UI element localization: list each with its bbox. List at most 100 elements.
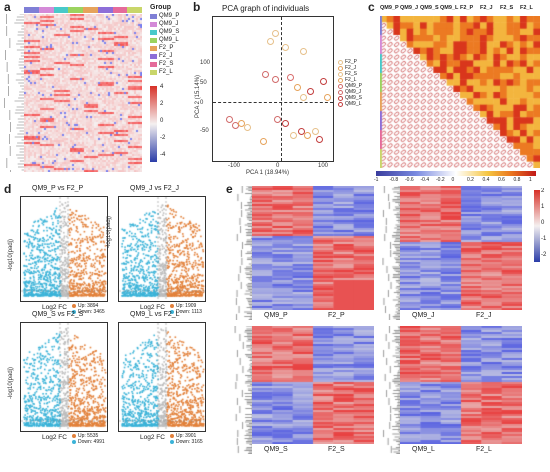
- pca-ytick: 0: [200, 100, 204, 106]
- volcano-down-marker: [170, 440, 174, 444]
- heatmap-dendrogram: [234, 186, 252, 320]
- volcano-frame: [118, 196, 206, 302]
- volcano-down-marker: [170, 310, 174, 314]
- panel-label-a: a: [4, 0, 11, 14]
- corr-colorscale: [376, 171, 536, 176]
- pca-legend-label: QM9_J: [345, 89, 362, 95]
- panel-label-c: c: [368, 0, 375, 14]
- pca-point: [312, 128, 319, 135]
- pca-xtick: -100: [228, 163, 241, 169]
- legend-label: F2_J: [159, 53, 173, 59]
- pca-point: [304, 132, 311, 139]
- pca-point: [272, 76, 279, 83]
- volcano-down-marker: [72, 440, 76, 444]
- volcano-down-marker: [72, 310, 76, 314]
- volcano-points: [21, 323, 107, 431]
- volcano-down: Down: 1113: [176, 309, 202, 315]
- deg-heatmap: [252, 326, 374, 444]
- pca-legend-marker: [338, 60, 343, 65]
- corr-col-label: F2_S: [500, 5, 514, 11]
- corr-col-label: F2_L: [520, 5, 533, 11]
- panel-e-scale-ticks: 2 1 0 -1 -2: [541, 188, 550, 266]
- corr-scale-tick: 1: [529, 177, 532, 183]
- scale-tick: 2: [160, 101, 164, 107]
- scale-tick: 1: [541, 204, 545, 210]
- pca-point: [294, 84, 301, 91]
- group-bar-segment: [53, 7, 69, 13]
- volcano-up: Up: 3901: [176, 433, 197, 439]
- panel-a-legend-title: Group: [150, 4, 171, 11]
- volcano-up-marker: [170, 434, 174, 438]
- pca-point: [282, 44, 289, 51]
- corr-matrix: [380, 16, 540, 168]
- scale-tick: -2: [160, 135, 166, 141]
- group-bar-segment: [68, 7, 83, 13]
- volcano-up: Up: 1909: [176, 303, 197, 309]
- heatmap-left-label: QM9_P: [264, 312, 288, 319]
- pca-point: [298, 128, 305, 135]
- pca-point: [300, 48, 307, 55]
- corr-scale-tick: 0.8: [513, 177, 521, 183]
- volcano-up-marker: [72, 304, 76, 308]
- panel-a-group-bar: [24, 7, 142, 13]
- panel-a-dendrogram: [3, 14, 24, 172]
- pca-legend-label: F2_P: [345, 59, 357, 65]
- corr-scale-tick: 0.4: [482, 177, 490, 183]
- pca-legend-label: QM9_S: [345, 95, 362, 101]
- panel-label-e: e: [226, 182, 233, 196]
- pca-point: [244, 124, 251, 131]
- panel-label-b: b: [193, 0, 201, 14]
- corr-col-label: F2_J: [480, 5, 493, 11]
- pca-point: [260, 138, 267, 145]
- legend-label: F2_L: [159, 69, 173, 75]
- heatmap-left-label: QM9_L: [412, 446, 435, 453]
- volcano-frame: [20, 322, 108, 432]
- heatmap-left-label: QM9_J: [412, 312, 435, 319]
- corr-column-labels: QM9_P QM9_J QM9_S QM9_L F2_P F2_J F2_S F2_L: [380, 5, 540, 15]
- volcano-title: QM9_P vs F2_P: [32, 185, 84, 192]
- deg-heatmap: [400, 326, 522, 444]
- pca-legend-label: F2_S: [345, 71, 357, 77]
- volcano-down: Down: 4991: [78, 439, 105, 445]
- pca-legend-marker: [338, 78, 343, 83]
- scale-tick: 0: [160, 118, 164, 124]
- corr-scale-tick: -0.4: [420, 177, 430, 183]
- volcano-title: QM9_S vs F2_S: [32, 311, 84, 318]
- volcano-frame: [118, 322, 206, 432]
- pca-legend-marker: [338, 90, 343, 95]
- volcano-title: QM9_L vs F2_L: [130, 311, 180, 318]
- panel-a-heatmap: [24, 14, 142, 172]
- scale-tick: -1: [541, 236, 547, 242]
- pca-xlabel: PCA 1 (18.94%): [246, 170, 290, 176]
- pca-point: [307, 88, 314, 95]
- deg-heatmap: [252, 186, 374, 310]
- pca-legend-label: QM9_P: [345, 83, 362, 89]
- heatmap-dendrogram: [382, 186, 400, 320]
- legend-swatch: [150, 54, 157, 59]
- volcano-title: QM9_J vs F2_J: [130, 185, 180, 192]
- corr-col-label: F2_P: [460, 5, 474, 11]
- group-bar-segment: [112, 7, 128, 13]
- pca-ytick: -50: [200, 128, 209, 134]
- pca-point: [226, 116, 233, 123]
- volcano-xlabel: Log2 FC: [140, 434, 165, 441]
- pca-point: [287, 74, 294, 81]
- legend-label: QM9_S: [159, 29, 180, 35]
- pca-point: [316, 136, 323, 143]
- corr-scale-tick: 0.2: [467, 177, 474, 183]
- group-bar-segment: [97, 7, 113, 13]
- pca-legend-label: F2_L: [345, 77, 357, 83]
- legend-label: F2_S: [159, 61, 174, 67]
- volcano-ylabel: -log10(padj): [106, 215, 112, 248]
- group-bar-segment: [24, 7, 39, 13]
- pca-legend-marker: [338, 96, 343, 101]
- pca-point: [267, 38, 274, 45]
- heatmap-right-label: F2_P: [328, 312, 345, 319]
- volcano-ylabel: -log10(padj): [8, 238, 14, 271]
- pca-legend-marker: [338, 84, 343, 89]
- pca-point: [238, 120, 245, 127]
- pca-legend: F2_P F2_J F2_S F2_L QM9_P QM9_J QM9_S QM9_L: [338, 59, 368, 110]
- corr-scale-tick: -0.6: [405, 177, 414, 183]
- scale-tick: -2: [541, 252, 547, 258]
- pca-legend-label: QM9_L: [345, 101, 362, 107]
